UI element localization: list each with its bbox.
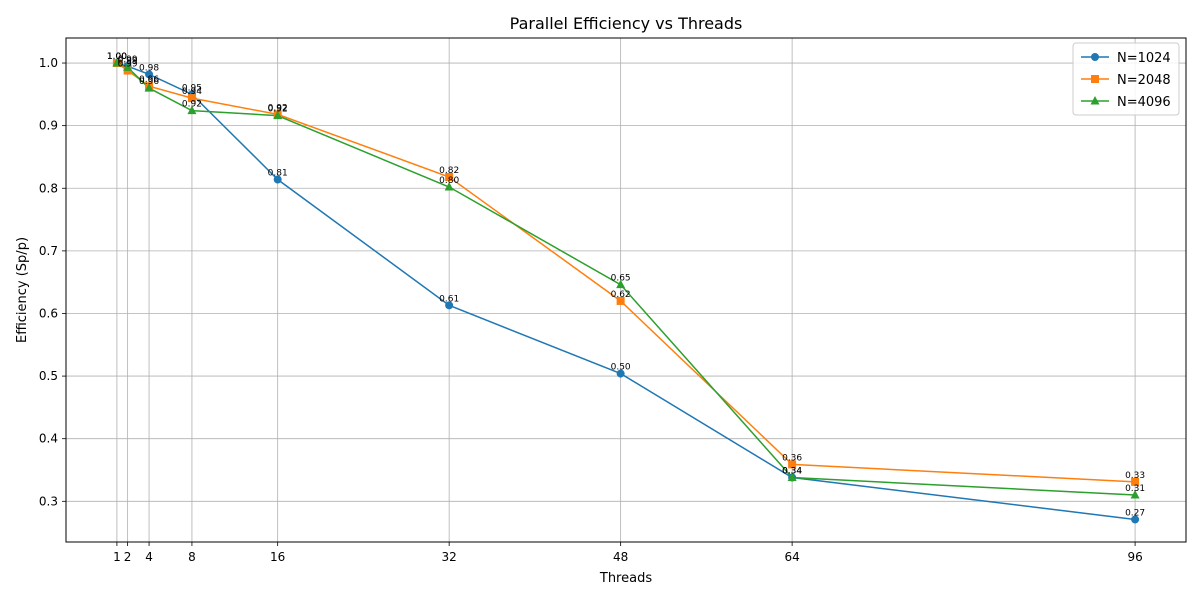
series-markers bbox=[112, 58, 1140, 524]
grid bbox=[66, 38, 1186, 542]
data-label-n-4096: 1.00 bbox=[107, 52, 127, 62]
data-point-n-1024 bbox=[445, 301, 454, 310]
data-point-n-1024 bbox=[145, 70, 154, 79]
data-point-n-4096 bbox=[787, 472, 797, 482]
y-axis-ticks: 0.3 0.4 0.5 0.6 0.7 0.8 0.9 1.0 bbox=[39, 56, 66, 508]
x-tick-label: 96 bbox=[1127, 550, 1142, 564]
data-label-n-2048: 0.96 bbox=[139, 75, 159, 85]
data-point-n-4096 bbox=[273, 110, 283, 120]
data-label-n-1024: 0.98 bbox=[139, 63, 159, 73]
x-tick-label: 64 bbox=[784, 550, 799, 564]
x-tick-label: 2 bbox=[124, 550, 132, 564]
legend-box bbox=[1072, 42, 1180, 116]
data-point-n-4096 bbox=[616, 279, 626, 289]
chart-title: Parallel Efficiency vs Threads bbox=[510, 14, 743, 33]
data-point-n-4096 bbox=[444, 182, 454, 191]
legend-marker-n-1024 bbox=[1091, 53, 1099, 61]
data-label-n-1024: 0.81 bbox=[268, 168, 288, 178]
data-label-n-1024: 0.27 bbox=[1125, 508, 1145, 518]
data-point-n-1024 bbox=[616, 369, 625, 378]
y-axis-title: Efficiency (Sp/p) bbox=[15, 237, 30, 343]
data-label-n-2048: 0.62 bbox=[611, 290, 631, 300]
data-point-n-1024 bbox=[1131, 515, 1140, 524]
data-label-n-1024: 0.34 bbox=[782, 467, 802, 477]
data-point-n-4096 bbox=[123, 62, 133, 71]
data-label-n-4096: 0.92 bbox=[268, 105, 288, 115]
y-tick-label: 1.0 bbox=[39, 56, 58, 70]
legend: N=1024 N=2048 N=4096 bbox=[1072, 42, 1180, 116]
data-label-n-4096: 0.92 bbox=[182, 100, 202, 110]
data-label-n-2048: 0.92 bbox=[268, 103, 288, 113]
data-label-n-1024: 0.99 bbox=[118, 55, 138, 65]
legend-marker-n-2048 bbox=[1091, 75, 1099, 83]
x-tick-label: 48 bbox=[613, 550, 628, 564]
data-label-n-1024: 0.61 bbox=[439, 294, 459, 304]
data-point-n-2048 bbox=[445, 172, 454, 181]
legend-label-n-4096: N=4096 bbox=[1117, 95, 1171, 110]
data-label-n-2048: 0.82 bbox=[439, 166, 459, 176]
data-label-n-1024: 0.95 bbox=[182, 83, 202, 93]
data-label-n-1024: 1.00 bbox=[107, 52, 127, 62]
data-point-n-2048 bbox=[187, 94, 196, 103]
plot-frame bbox=[65, 37, 1187, 543]
data-point-n-4096 bbox=[1130, 490, 1140, 499]
y-tick-label: 0.3 bbox=[39, 494, 58, 508]
y-tick-label: 0.5 bbox=[39, 369, 58, 383]
data-label-n-2048: 0.99 bbox=[118, 60, 138, 70]
data-point-n-2048 bbox=[1131, 477, 1140, 486]
data-point-n-2048 bbox=[788, 460, 797, 469]
x-tick-label: 8 bbox=[188, 550, 196, 564]
data-point-n-4096 bbox=[112, 58, 122, 67]
data-labels: 1.000.990.980.950.810.610.500.340.271.00… bbox=[107, 52, 1145, 518]
data-label-n-1024: 0.50 bbox=[611, 363, 631, 373]
x-axis-ticks: 1 2 4 8 16 32 48 64 96 bbox=[113, 542, 1143, 564]
y-tick-label: 0.8 bbox=[39, 181, 58, 195]
data-point-n-2048 bbox=[616, 296, 625, 305]
x-tick-label: 1 bbox=[113, 550, 121, 564]
data-label-n-4096: 0.31 bbox=[1125, 484, 1145, 494]
y-tick-label: 0.9 bbox=[39, 119, 58, 133]
data-label-n-2048: 0.94 bbox=[182, 87, 202, 97]
legend-marker-n-4096 bbox=[1090, 96, 1100, 105]
data-point-n-4096 bbox=[144, 83, 154, 92]
x-tick-label: 16 bbox=[270, 550, 285, 564]
y-tick-label: 0.7 bbox=[39, 244, 58, 258]
data-label-n-4096: 0.80 bbox=[439, 176, 459, 186]
data-point-n-4096 bbox=[187, 105, 197, 115]
y-tick-label: 0.6 bbox=[39, 306, 58, 320]
legend-label-n-1024: N=1024 bbox=[1117, 51, 1171, 66]
data-label-n-2048: 0.33 bbox=[1125, 471, 1145, 481]
y-tick-label: 0.4 bbox=[39, 432, 58, 446]
data-label-n-4096: 0.34 bbox=[782, 467, 802, 477]
data-label-n-4096: 0.99 bbox=[118, 56, 138, 66]
data-label-n-2048: 1.00 bbox=[107, 52, 127, 62]
x-tick-label: 32 bbox=[442, 550, 457, 564]
x-axis-title: Threads bbox=[599, 571, 652, 586]
data-label-n-2048: 0.36 bbox=[782, 453, 802, 463]
data-point-n-1024 bbox=[273, 175, 282, 184]
legend-label-n-2048: N=2048 bbox=[1117, 73, 1171, 88]
x-tick-label: 4 bbox=[145, 550, 153, 564]
data-label-n-4096: 0.65 bbox=[611, 274, 631, 284]
data-label-n-4096: 0.96 bbox=[139, 77, 159, 87]
